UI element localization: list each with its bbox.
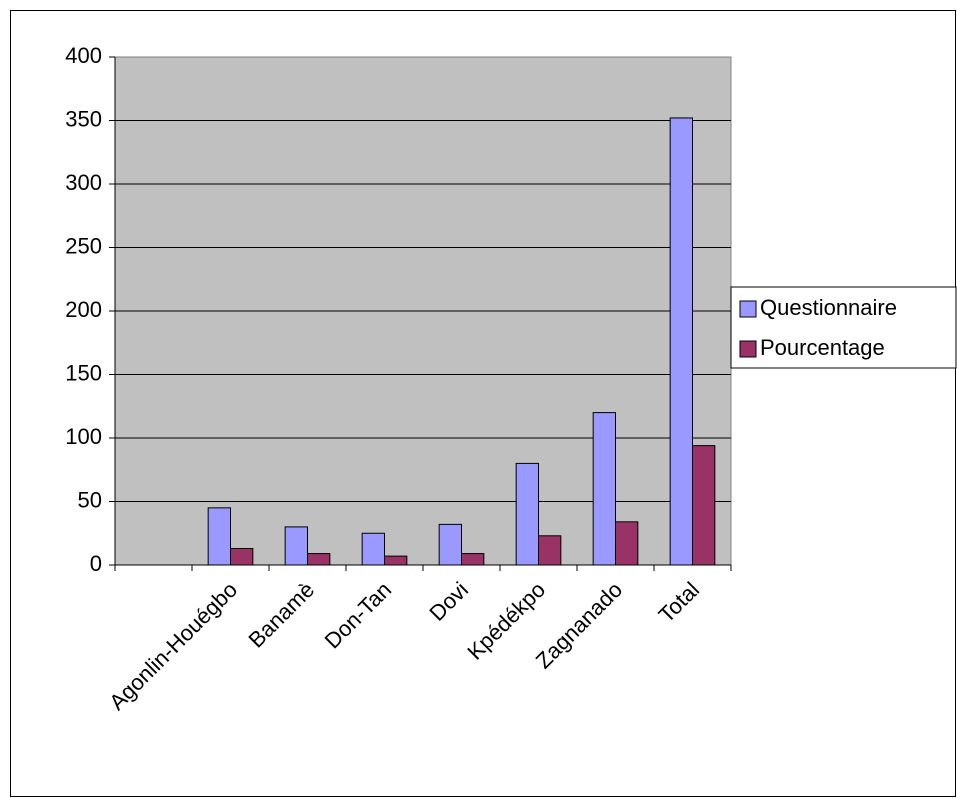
y-tick-label: 50 (78, 487, 102, 512)
bar (669, 117, 693, 566)
y-tick-label: 300 (65, 170, 102, 195)
bar (384, 555, 408, 566)
y-tick-label: 100 (65, 424, 102, 449)
legend-box (730, 286, 957, 369)
bar (284, 526, 309, 566)
legend-swatch (739, 340, 757, 358)
y-tick-label: 350 (65, 106, 102, 131)
y-tick-label: 250 (65, 233, 102, 258)
bar (230, 547, 254, 566)
legend-label: Questionnaire (760, 295, 897, 320)
y-tick-label: 400 (65, 43, 102, 68)
bar (515, 462, 539, 566)
y-tick-label: 150 (65, 360, 102, 385)
bar (615, 521, 639, 566)
bar (592, 412, 616, 566)
bar (461, 553, 485, 566)
bar (207, 507, 231, 566)
legend-label: Pourcentage (760, 335, 885, 360)
y-tick-label: 200 (65, 297, 102, 322)
bar (307, 553, 331, 566)
bar (692, 445, 716, 566)
bar (361, 532, 386, 566)
bar (538, 535, 562, 566)
legend-swatch (739, 300, 757, 318)
bar (438, 523, 463, 566)
y-tick-label: 0 (90, 551, 102, 576)
legend: Questionnaire Pourcentage (730, 286, 957, 369)
